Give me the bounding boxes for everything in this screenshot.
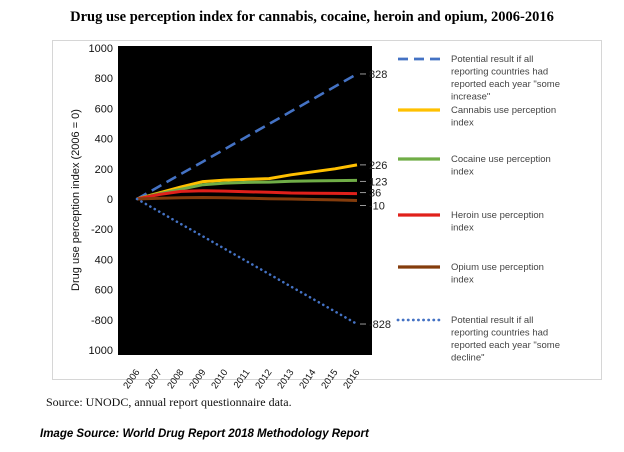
x-tick-label: 2011	[232, 367, 253, 390]
x-tick-label: 2006	[121, 367, 142, 391]
x-tick-label: 2009	[187, 367, 208, 391]
opium-line	[136, 196, 358, 202]
legend-label: Cocaine use perception index	[451, 154, 551, 178]
x-tick-label: 2007	[143, 367, 164, 391]
end-value-label: 36	[369, 188, 381, 200]
legend-decline: Potential result if all reporting countri…	[396, 315, 560, 364]
cocaine-line	[136, 178, 358, 201]
legend-label: Opium use perception index	[451, 262, 544, 286]
legend-heroin: Heroin use perception index	[398, 210, 544, 234]
increase-line	[136, 72, 358, 201]
decline-line	[135, 197, 359, 326]
x-tick-label: 2016	[341, 367, 362, 391]
end-value-label: 828	[369, 69, 387, 81]
y-tick-label: 600	[95, 285, 113, 297]
y-tick-label: 1000	[89, 43, 113, 55]
y-tick-label: 800	[95, 73, 113, 85]
x-tick-label: 2008	[165, 367, 186, 391]
heroin-line	[136, 189, 358, 201]
chart-title: Drug use perception index for cannabis, …	[70, 9, 554, 25]
y-tick-label: 600	[95, 103, 113, 115]
legend-increase: Potential result if all reporting countri…	[398, 54, 560, 103]
y-axis-title: Drug use perception index (2006 = 0)	[70, 109, 82, 291]
x-tick-label: 2012	[253, 367, 274, 391]
y-tick-label: 400	[95, 254, 113, 266]
end-value-label: 123	[369, 176, 387, 188]
x-tick-label: 2014	[297, 367, 318, 391]
legend-label: Potential result if all reporting countri…	[451, 315, 560, 364]
y-tick-label: -200	[91, 224, 113, 236]
legend-opium: Opium use perception index	[398, 262, 544, 286]
image-source-note: Image Source: World Drug Report 2018 Met…	[40, 428, 369, 440]
end-value-label: 226	[369, 160, 387, 172]
y-tick-label: 1000	[89, 345, 113, 357]
legend-label: Cannabis use perception index	[451, 105, 556, 129]
cannabis-line	[136, 163, 358, 201]
x-tick-label: 2010	[209, 367, 230, 391]
y-tick-label: -800	[91, 315, 113, 327]
x-tick-label: 2013	[275, 367, 296, 391]
end-value-label: -828	[369, 319, 391, 331]
end-value-label: -10	[369, 201, 385, 213]
source-note: Source: UNODC, annual report questionnai…	[46, 395, 292, 409]
legend-label: Potential result if all reporting countri…	[451, 54, 560, 103]
x-tick-label: 2015	[319, 367, 340, 391]
y-tick-label: 0	[107, 194, 113, 206]
legend-cannabis: Cannabis use perception index	[398, 105, 556, 129]
legend-cocaine: Cocaine use perception index	[398, 154, 551, 178]
y-tick-label: 400	[95, 134, 113, 146]
y-tick-label: 200	[95, 164, 113, 176]
legend-label: Heroin use perception index	[451, 210, 544, 234]
